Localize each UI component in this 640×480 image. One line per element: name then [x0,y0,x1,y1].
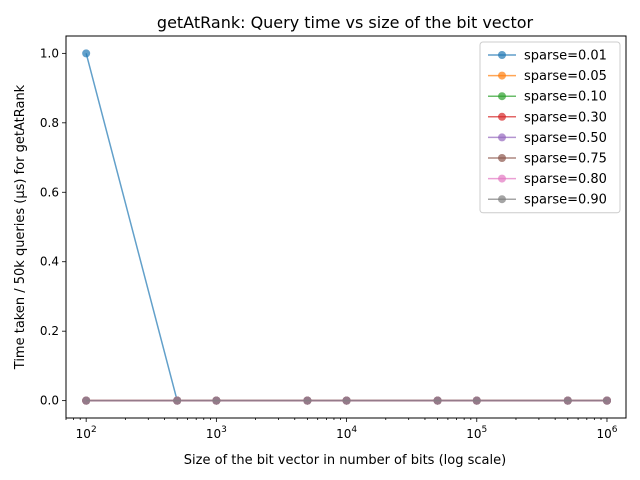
data-point [563,396,572,405]
x-tick-exponent: 6 [612,425,618,435]
chart-title: getAtRank: Query time vs size of the bit… [157,13,534,32]
data-point [342,396,351,405]
legend-swatch-marker [498,51,506,59]
series-sparse-0-90 [82,396,611,405]
legend-box [479,41,621,214]
legend-item: sparse=0.30 [488,110,607,125]
x-axis: 102 103 104 105 106 [65,418,618,441]
x-tick-base: 10 [336,427,351,441]
data-point [303,396,312,405]
legend-item: sparse=0.80 [488,172,607,187]
x-tick-base: 10 [596,427,611,441]
x-tick-exponent: 5 [482,425,488,435]
x-tick-base: 10 [466,427,481,441]
legend-label: sparse=0.05 [524,69,607,84]
y-tick-label: 1.0 [40,46,59,60]
y-tick-label: 0.2 [40,324,59,338]
data-point [602,396,611,405]
y-tick-label: 0.4 [40,255,59,269]
y-tick-label: 0.6 [40,185,59,199]
x-tick-exponent: 4 [351,425,357,435]
legend-label: sparse=0.30 [524,110,607,125]
legend-item: sparse=0.10 [488,90,607,105]
legend-label: sparse=0.01 [524,49,607,64]
legend-label: sparse=0.10 [524,90,607,105]
legend-swatch-marker [498,133,506,142]
x-tick-label: 105 [466,425,487,441]
x-tick-label: 104 [336,425,357,441]
legend-swatch-marker [498,112,506,121]
x-tick-exponent: 3 [221,425,227,435]
legend: sparse=0.01 sparse=0.05 sparse=0.10 sparse=… [479,41,621,214]
y-tick-label: 0.0 [40,394,59,408]
legend-item: sparse=0.01 [488,49,607,64]
legend-item: sparse=0.05 [488,69,607,84]
y-tick-label: 0.8 [40,116,59,130]
plot-frame [65,35,627,419]
legend-swatch-marker [498,174,506,183]
x-axis-label: Size of the bit vector in number of bits… [184,453,506,468]
legend-swatch-marker [498,92,506,101]
data-point [82,396,91,405]
x-tick-exponent: 2 [91,425,97,435]
legend-label: sparse=0.75 [524,152,607,167]
y-axis: 0.0 0.2 0.4 0.6 0.8 1.0 [40,46,66,408]
legend-item: sparse=0.90 [488,193,607,208]
legend-item: sparse=0.75 [488,152,607,167]
legend-swatch-marker [498,154,506,162]
data-point [433,396,442,405]
legend-swatch-marker [498,71,506,80]
legend-item: sparse=0.50 [488,131,607,146]
x-tick-label: 103 [206,425,227,441]
legend-swatch-marker [498,195,506,204]
x-tick-label: 102 [76,425,97,441]
legend-label: sparse=0.80 [524,172,607,187]
data-point [173,396,182,405]
legend-label: sparse=0.90 [524,193,607,208]
x-tick-base: 10 [206,427,221,441]
data-point [212,396,221,405]
x-tick-base: 10 [76,427,91,441]
plot-area [82,49,611,405]
data-point [472,396,481,405]
x-tick-label: 106 [596,425,617,441]
legend-label: sparse=0.50 [524,131,607,146]
y-axis-label: Time taken / 50k queries (µs) for getAtR… [13,84,28,370]
data-point [82,49,91,58]
